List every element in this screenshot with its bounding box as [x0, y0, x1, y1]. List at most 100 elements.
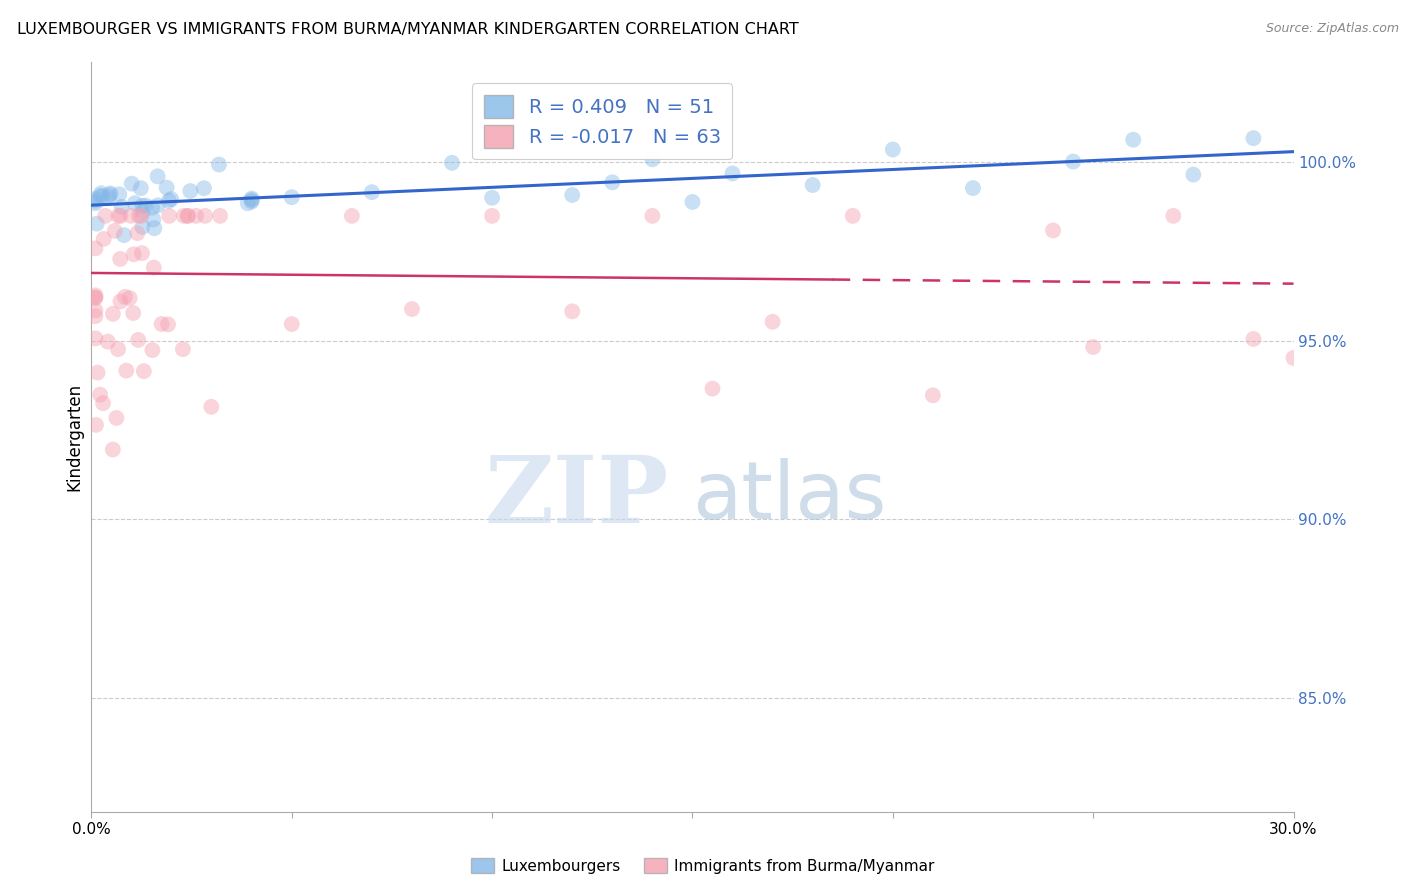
Point: [561, 304, 583, 318]
Point: [157, 318, 180, 332]
Point: [89, 189, 111, 203]
Point: [281, 317, 304, 331]
Point: [132, 364, 155, 378]
Point: [146, 169, 169, 184]
Point: [681, 194, 703, 209]
Point: [142, 260, 165, 275]
Point: [104, 224, 127, 238]
Point: [801, 178, 824, 192]
Point: [208, 157, 231, 171]
Point: [1163, 209, 1185, 223]
Point: [122, 247, 145, 261]
Point: [1243, 332, 1265, 346]
Point: [340, 209, 363, 223]
Point: [193, 181, 215, 195]
Point: [120, 209, 142, 223]
Point: [131, 219, 153, 234]
Point: [132, 204, 155, 219]
Point: [98, 187, 121, 202]
Point: [93, 232, 115, 246]
Point: [962, 181, 984, 195]
Y-axis label: Kindergarten: Kindergarten: [65, 383, 83, 491]
Point: [127, 226, 149, 240]
Point: [401, 301, 423, 316]
Point: [177, 209, 200, 223]
Point: [131, 199, 153, 213]
Point: [882, 143, 904, 157]
Point: [156, 180, 179, 194]
Point: [84, 331, 107, 345]
Point: [110, 294, 132, 309]
Point: [157, 194, 180, 208]
Point: [90, 186, 112, 201]
Point: [1282, 351, 1305, 365]
Point: [84, 291, 107, 305]
Point: [84, 192, 107, 206]
Point: [240, 194, 263, 209]
Point: [97, 190, 120, 204]
Text: Source: ZipAtlas.com: Source: ZipAtlas.com: [1265, 22, 1399, 36]
Point: [481, 209, 503, 223]
Point: [150, 317, 173, 331]
Point: [129, 181, 152, 195]
Point: [641, 209, 664, 223]
Point: [110, 252, 132, 266]
Point: [89, 387, 111, 401]
Point: [84, 288, 107, 302]
Point: [84, 241, 107, 255]
Point: [184, 209, 207, 223]
Point: [561, 188, 583, 202]
Point: [360, 185, 382, 199]
Point: [112, 228, 135, 243]
Point: [208, 209, 231, 223]
Point: [240, 193, 263, 207]
Point: [128, 209, 150, 223]
Point: [124, 196, 146, 211]
Point: [1182, 168, 1205, 182]
Point: [94, 209, 117, 223]
Point: [281, 190, 304, 204]
Point: [91, 396, 114, 410]
Point: [922, 388, 945, 402]
Point: [101, 442, 124, 457]
Point: [101, 307, 124, 321]
Text: atlas: atlas: [692, 458, 887, 536]
Point: [142, 212, 165, 227]
Point: [1243, 131, 1265, 145]
Point: [84, 309, 107, 323]
Point: [84, 417, 107, 432]
Point: [135, 199, 157, 213]
Point: [194, 209, 217, 223]
Point: [121, 177, 143, 191]
Point: [176, 209, 198, 223]
Point: [1083, 340, 1105, 354]
Point: [84, 194, 107, 208]
Point: [481, 191, 503, 205]
Point: [91, 189, 114, 203]
Point: [602, 175, 624, 189]
Point: [122, 306, 145, 320]
Point: [762, 315, 785, 329]
Point: [86, 217, 108, 231]
Point: [721, 166, 744, 180]
Point: [1122, 133, 1144, 147]
Point: [236, 196, 259, 211]
Point: [240, 192, 263, 206]
Legend: R = 0.409   N = 51, R = -0.017   N = 63: R = 0.409 N = 51, R = -0.017 N = 63: [472, 83, 733, 160]
Point: [141, 343, 163, 357]
Point: [141, 201, 163, 215]
Point: [1062, 154, 1084, 169]
Point: [200, 400, 222, 414]
Point: [702, 382, 724, 396]
Point: [172, 342, 194, 356]
Point: [160, 192, 183, 206]
Text: ZIP: ZIP: [484, 452, 668, 542]
Point: [131, 246, 153, 260]
Point: [105, 411, 128, 425]
Point: [641, 153, 664, 167]
Point: [129, 209, 152, 223]
Point: [440, 156, 463, 170]
Point: [115, 364, 138, 378]
Point: [118, 291, 141, 305]
Point: [127, 333, 149, 347]
